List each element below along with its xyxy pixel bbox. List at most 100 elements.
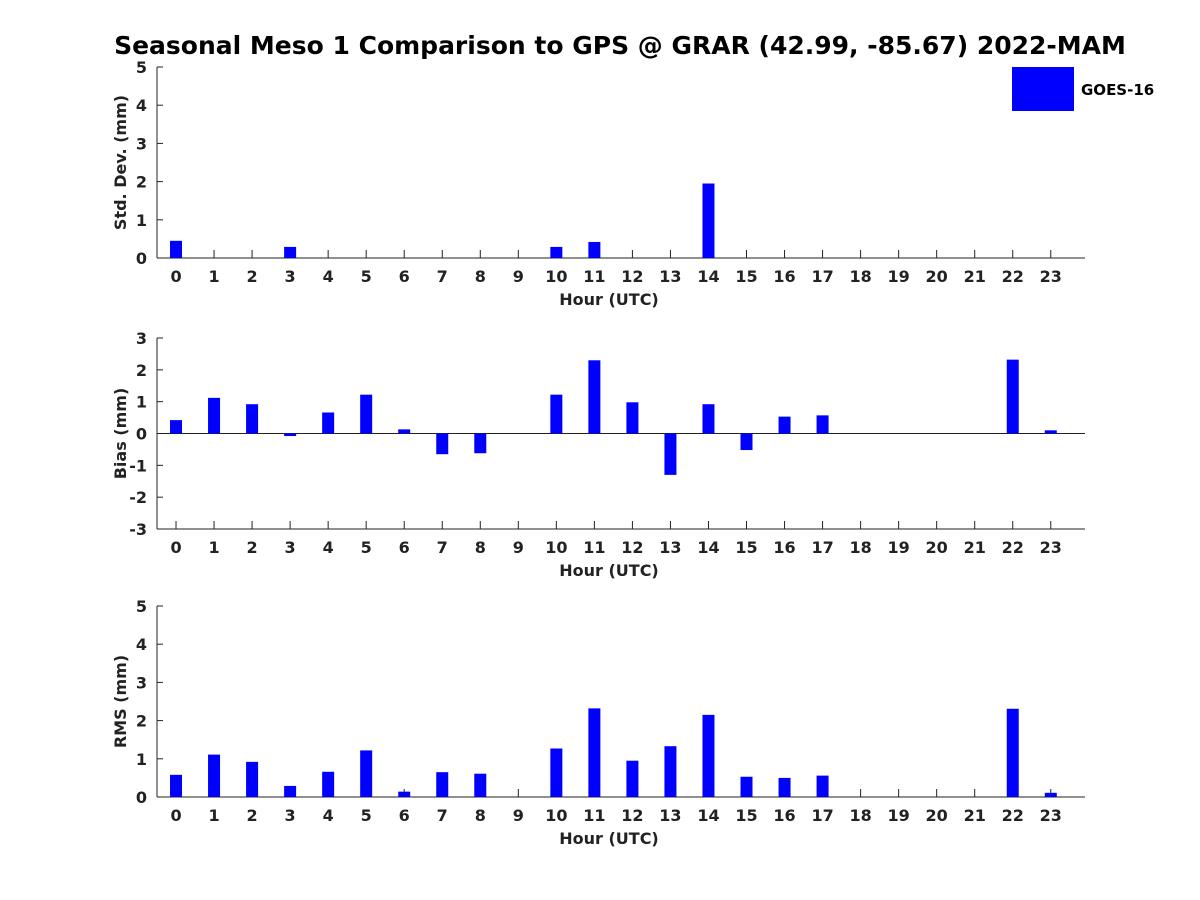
x-tick-label: 3 (285, 267, 296, 286)
x-tick-label: 2 (247, 538, 258, 557)
x-tick-label: 12 (621, 267, 643, 286)
legend-label: GOES-16 (1081, 81, 1154, 99)
bar-hour-5 (360, 750, 373, 797)
x-tick-label: 10 (545, 806, 567, 825)
x-tick-label: 19 (888, 806, 910, 825)
bar-hour-6 (398, 791, 411, 797)
x-tick-label: 5 (361, 806, 372, 825)
y-tick-label: 5 (136, 58, 147, 77)
bar-hour-16 (778, 416, 791, 434)
bar-hour-13 (664, 433, 677, 475)
y-tick-label: 3 (136, 134, 147, 153)
x-tick-label: 14 (697, 806, 719, 825)
x-tick-label: 3 (285, 806, 296, 825)
y-tick-label: 4 (136, 96, 147, 115)
x-tick-label: 9 (513, 538, 524, 557)
bar-hour-3 (284, 785, 297, 797)
bar-hour-14 (702, 404, 715, 434)
x-tick-label: 22 (1002, 267, 1024, 286)
bar-hour-0 (170, 774, 183, 797)
bar-hour-6 (398, 429, 411, 434)
x-tick-label: 15 (735, 538, 757, 557)
x-tick-label: 1 (208, 538, 219, 557)
x-tick-label: 16 (773, 806, 795, 825)
x-tick-label: 14 (697, 538, 719, 557)
x-tick-label: 21 (964, 267, 986, 286)
legend: GOES-16 (1012, 67, 1154, 111)
bar-hour-11 (588, 360, 601, 434)
x-tick-label: 18 (849, 538, 871, 557)
y-tick-label: 2 (136, 361, 147, 380)
bar-hour-1 (208, 754, 221, 797)
x-tick-label: 2 (247, 806, 258, 825)
bar-hour-3 (284, 246, 297, 258)
bar-hour-17 (816, 415, 829, 434)
bar-hour-10 (550, 246, 563, 258)
x-tick-label: 10 (545, 267, 567, 286)
bar-hour-11 (588, 708, 601, 797)
x-tick-label: 2 (247, 267, 258, 286)
x-tick-label: 7 (437, 267, 448, 286)
x-tick-label: 20 (926, 267, 948, 286)
bar-hour-7 (436, 772, 449, 797)
legend-swatch (1012, 67, 1074, 111)
bar-hour-2 (246, 761, 259, 797)
x-tick-label: 0 (170, 538, 181, 557)
x-tick-label: 3 (285, 538, 296, 557)
x-tick-label: 15 (735, 267, 757, 286)
x-tick-label: 8 (475, 538, 486, 557)
x-tick-label: 18 (849, 267, 871, 286)
x-tick-label: 22 (1002, 806, 1024, 825)
x-tick-label: 9 (513, 267, 524, 286)
x-tick-label: 8 (475, 267, 486, 286)
bar-hour-13 (664, 746, 677, 797)
y-tick-label: 3 (136, 673, 147, 692)
bar-hour-23 (1044, 430, 1057, 434)
bar-hour-22 (1006, 359, 1019, 434)
x-tick-label: 8 (475, 806, 486, 825)
x-tick-label: 1 (208, 267, 219, 286)
bar-hour-7 (436, 433, 449, 455)
bar-hour-11 (588, 241, 601, 258)
bar-hour-12 (626, 760, 639, 797)
x-tick-label: 23 (1040, 806, 1062, 825)
y-tick-label: 4 (136, 635, 147, 654)
x-tick-label: 13 (659, 538, 681, 557)
bar-hour-22 (1006, 708, 1019, 797)
x-tick-label: 11 (583, 806, 605, 825)
y-tick-label: 0 (136, 425, 147, 444)
x-axis-label: Hour (UTC) (559, 290, 659, 309)
bar-hour-8 (474, 773, 487, 797)
x-tick-label: 1 (208, 806, 219, 825)
x-tick-label: 16 (773, 267, 795, 286)
x-tick-label: 10 (545, 538, 567, 557)
x-tick-label: 5 (361, 267, 372, 286)
x-axis-label: Hour (UTC) (559, 561, 659, 580)
y-axis-label: Bias (mm) (111, 388, 130, 480)
x-tick-label: 12 (621, 806, 643, 825)
x-tick-label: 11 (583, 267, 605, 286)
y-tick-label: 2 (136, 712, 147, 731)
x-tick-label: 7 (437, 806, 448, 825)
x-tick-label: 4 (323, 538, 334, 557)
bar-hour-0 (170, 240, 183, 258)
bar-hour-10 (550, 748, 563, 797)
x-axis-label: Hour (UTC) (559, 829, 659, 848)
x-tick-label: 11 (583, 538, 605, 557)
y-tick-label: 1 (136, 750, 147, 769)
bar-hour-17 (816, 775, 829, 797)
bar-hour-10 (550, 394, 563, 434)
y-tick-label: -2 (129, 488, 147, 507)
bar-hour-8 (474, 433, 487, 454)
x-tick-label: 16 (773, 538, 795, 557)
x-tick-label: 22 (1002, 538, 1024, 557)
x-tick-label: 13 (659, 806, 681, 825)
bar-hour-23 (1044, 792, 1057, 797)
x-tick-label: 23 (1040, 267, 1062, 286)
y-tick-label: 0 (136, 249, 147, 268)
x-tick-label: 20 (926, 806, 948, 825)
